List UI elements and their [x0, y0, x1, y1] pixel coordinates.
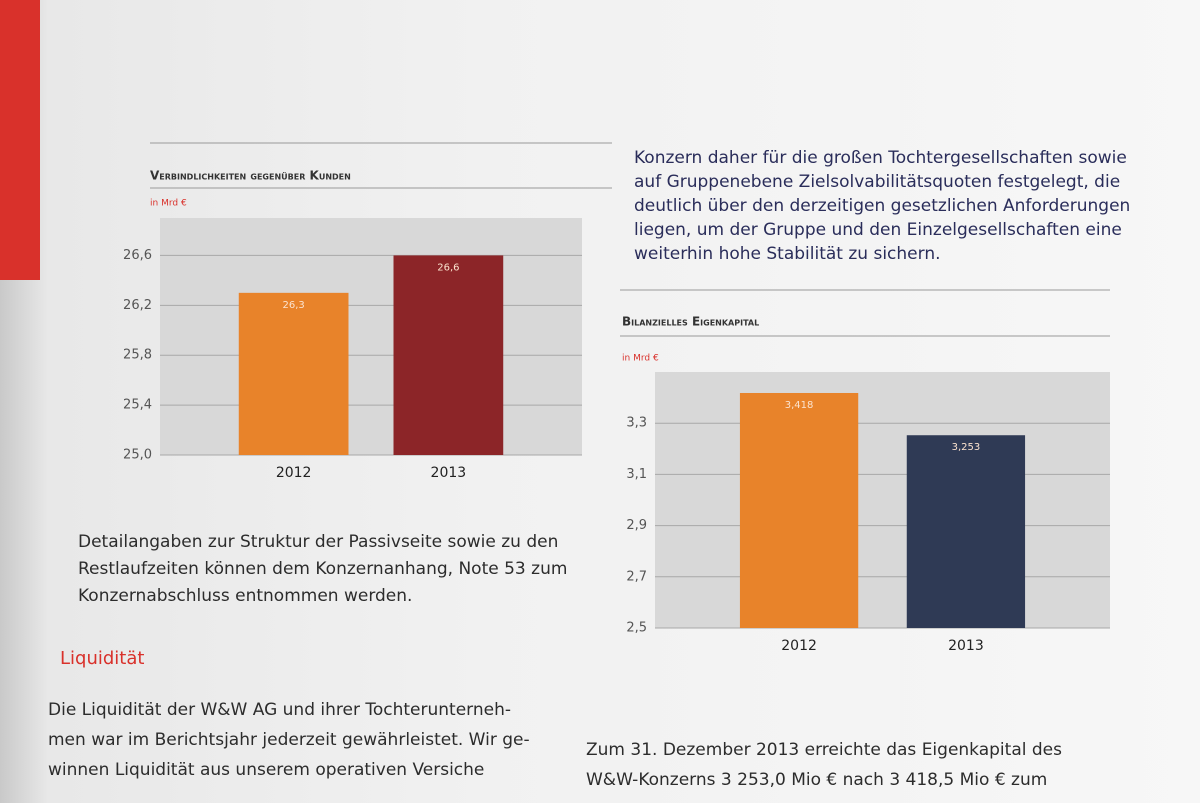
y-tick-label: 25,8	[123, 348, 152, 363]
y-tick-label: 25,4	[123, 398, 152, 413]
y-tick-label: 2,9	[626, 518, 647, 533]
y-tick-label: 2,5	[626, 621, 647, 636]
bar	[393, 255, 504, 455]
text-line: winnen Liquidität aus unserem operativen…	[48, 760, 485, 780]
x-tick-label: 2012	[276, 465, 312, 481]
x-tick-label: 2013	[431, 465, 467, 481]
text-line: Zum 31. Dezember 2013 erreichte das Eige…	[586, 740, 1062, 760]
y-tick-label: 26,2	[123, 298, 152, 313]
bar	[739, 392, 859, 628]
x-tick-label: 2012	[781, 638, 817, 654]
y-tick-label: 26,6	[123, 248, 152, 263]
section-heading: Liquidität	[60, 648, 145, 669]
plot-area	[655, 372, 1110, 628]
text-line: Konzern daher für die großen Tochtergese…	[634, 148, 1127, 168]
text-line: auf Gruppenebene Zielsolvabilitätsquoten…	[634, 172, 1121, 192]
value-label: 3,253	[952, 442, 981, 453]
text-line: deutlich über den derzeitigen gesetzlich…	[634, 196, 1131, 216]
chart-title: Verbindlichkeiten gegenüber Kunden	[150, 169, 351, 183]
text-line: weiterhin hohe Stabilität zu sichern.	[634, 244, 941, 264]
text-line: W&W-Konzerns 3 253,0 Mio € nach 3 418,5 …	[586, 770, 1048, 790]
unit-label: in Mrd €	[150, 199, 187, 209]
y-tick-label: 25,0	[123, 448, 152, 463]
unit-label: in Mrd €	[622, 354, 659, 364]
text-line: Konzernabschluss entnommen werden.	[78, 586, 413, 606]
text-line: liegen, um der Gruppe und den Einzelgese…	[634, 220, 1122, 240]
text-line: Restlaufzeiten können dem Konzernanhang,…	[78, 559, 568, 579]
y-tick-label: 2,7	[626, 569, 647, 584]
red-strip	[0, 0, 40, 280]
bar	[906, 435, 1026, 628]
chart-title: Bilanzielles Eigenkapital	[622, 315, 759, 329]
text-line: men war im Berichtsjahr jederzeit gewähr…	[48, 730, 530, 750]
plot-area	[160, 218, 582, 455]
x-tick-label: 2013	[948, 638, 984, 654]
value-label: 26,6	[437, 262, 459, 273]
y-tick-label: 3,3	[626, 416, 647, 431]
y-tick-label: 3,1	[626, 467, 647, 482]
text-line: Detailangaben zur Struktur der Passivsei…	[78, 532, 559, 552]
text-line: Die Liquidität der W&W AG und ihrer Toch…	[48, 700, 512, 720]
bar	[238, 292, 349, 455]
value-label: 3,418	[785, 400, 814, 411]
value-label: 26,3	[283, 300, 305, 311]
